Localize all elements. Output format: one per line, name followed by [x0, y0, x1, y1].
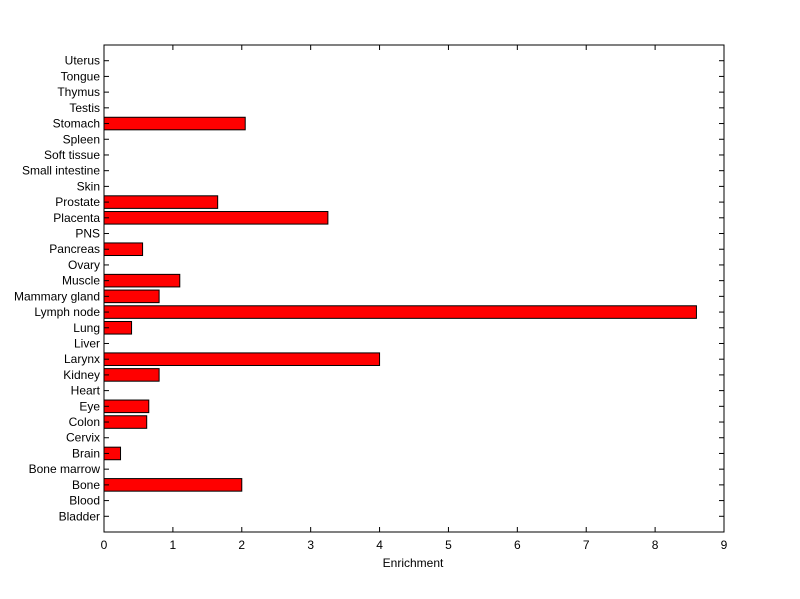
- y-tick-label-larynx: Larynx: [64, 352, 100, 366]
- y-tick-label-colon: Colon: [69, 415, 100, 429]
- bar-stomach: [103, 116, 246, 131]
- y-tick-label-bone: Bone: [72, 478, 100, 492]
- y-tick-label-muscle: Muscle: [62, 274, 100, 288]
- plot-frame: [103, 44, 725, 533]
- bar-mammary-gland: [103, 289, 160, 304]
- y-tick-label-thymus: Thymus: [57, 85, 100, 99]
- x-tick-label-1: 1: [170, 538, 177, 552]
- bar-placenta: [103, 211, 329, 225]
- x-tick-label-9: 9: [721, 538, 728, 552]
- y-tick-label-prostate: Prostate: [55, 195, 100, 209]
- bar-muscle: [103, 273, 181, 288]
- y-tick-label-ovary: Ovary: [68, 258, 100, 272]
- ticks-layer: [103, 45, 725, 532]
- y-tick-label-bladder: Bladder: [59, 509, 100, 523]
- bar-bone: [103, 478, 243, 492]
- x-tick-label-2: 2: [238, 538, 245, 552]
- y-tick-label-skin: Skin: [77, 179, 100, 193]
- x-tick-label-6: 6: [514, 538, 521, 552]
- y-tick-label-cervix: Cervix: [66, 431, 100, 445]
- y-tick-label-heart: Heart: [71, 384, 101, 398]
- y-tick-label-kidney: Kidney: [63, 368, 100, 382]
- y-tick-label-stomach: Stomach: [53, 117, 100, 131]
- y-tick-label-eye: Eye: [79, 399, 100, 413]
- bar-colon: [103, 415, 148, 429]
- bar-pancreas: [103, 242, 144, 257]
- x-tick-label-8: 8: [652, 538, 659, 552]
- x-tick-label-5: 5: [445, 538, 452, 552]
- x-tick-label-7: 7: [583, 538, 590, 552]
- y-tick-label-liver: Liver: [74, 336, 100, 350]
- bar-larynx: [103, 352, 381, 366]
- y-tick-label-spleen: Spleen: [63, 132, 100, 146]
- y-tick-label-testis: Testis: [69, 101, 100, 115]
- y-tick-label-pns: PNS: [75, 227, 100, 241]
- y-tick-label-tongue: Tongue: [61, 69, 101, 83]
- y-tick-label-bone-marrow: Bone marrow: [29, 462, 101, 476]
- x-tick-label-0: 0: [101, 538, 108, 552]
- bar-lymph-node: [103, 305, 697, 319]
- bar-prostate: [103, 195, 219, 209]
- y-tick-label-uterus: Uterus: [65, 54, 100, 68]
- x-tick-label-3: 3: [307, 538, 314, 552]
- x-axis-label: Enrichment: [383, 556, 444, 570]
- y-tick-label-lung: Lung: [73, 321, 100, 335]
- y-tick-label-blood: Blood: [69, 494, 100, 508]
- bar-eye: [103, 399, 150, 414]
- y-tick-label-placenta: Placenta: [53, 211, 100, 225]
- y-tick-label-brain: Brain: [72, 446, 100, 460]
- bar-kidney: [103, 368, 160, 382]
- y-tick-label-lymph-node: Lymph node: [34, 305, 100, 319]
- x-tick-labels: 0 1 2 3 4 5 6 7 8 9: [101, 538, 728, 552]
- x-tick-label-4: 4: [376, 538, 383, 552]
- y-tick-label-mammary-gland: Mammary gland: [14, 289, 100, 303]
- y-tick-label-small-intestine: Small intestine: [22, 164, 100, 178]
- y-tick-label-pancreas: Pancreas: [49, 242, 100, 256]
- y-tick-label-soft-tissue: Soft tissue: [44, 148, 100, 162]
